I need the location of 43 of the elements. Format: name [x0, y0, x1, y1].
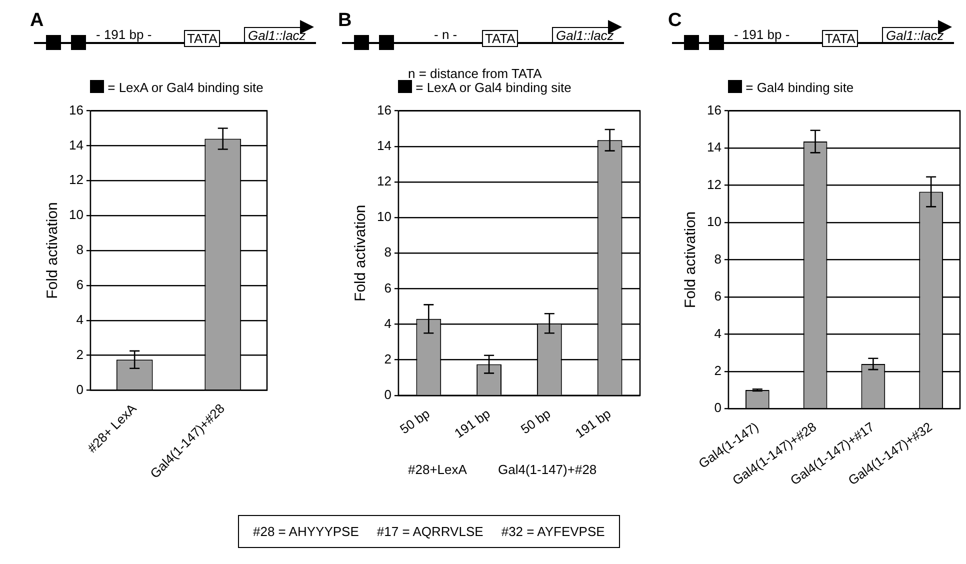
y-axis-title: Fold activation	[44, 202, 62, 299]
text: = Gal4 binding site	[744, 80, 854, 95]
y-tick-label: 8	[384, 244, 392, 260]
y-tick-label: 8	[76, 242, 84, 258]
x-tick-label: 50 bp	[518, 406, 554, 437]
chart-title: C	[668, 10, 682, 32]
y-tick-label: 12	[706, 176, 722, 192]
text: = LexA or Gal4 binding site	[106, 80, 264, 95]
y-tick-label: 0	[384, 386, 392, 402]
chart-title: A	[30, 10, 44, 32]
y-tick-label: 14	[706, 140, 722, 155]
y-tick-label: 6	[384, 280, 392, 296]
y-tick-label: 4	[714, 326, 722, 341]
y-tick-label: 14	[68, 137, 84, 152]
y-tick-label: 10	[68, 207, 84, 222]
y-tick-label: 12	[376, 174, 392, 189]
y-tick-label: 10	[706, 214, 722, 230]
y-tick-label: 2	[76, 346, 84, 362]
y-tick-label: 16	[68, 102, 84, 118]
x-tick-label: 191 bp	[572, 406, 614, 441]
y-tick-label: 12	[68, 172, 84, 188]
text: = LexA or Gal4 binding site	[414, 80, 572, 95]
text: n = distance from TATA	[408, 66, 542, 81]
text: #28+LexA	[408, 462, 467, 477]
y-tick-label: 8	[714, 251, 722, 266]
y-axis-title: Fold activation	[682, 211, 700, 308]
y-tick-label: 2	[384, 351, 392, 366]
y-tick-label: 6	[714, 288, 722, 304]
x-tick-label: 50 bp	[397, 406, 432, 437]
y-tick-label: 4	[76, 312, 84, 327]
x-tick-label: 191 bp	[452, 406, 493, 441]
y-tick-label: 14	[376, 138, 392, 153]
y-tick-label: 4	[384, 316, 392, 331]
y-tick-label: 0	[714, 400, 722, 416]
y-tick-label: 16	[376, 102, 392, 118]
y-tick-label: 10	[376, 209, 392, 224]
y-tick-label: 16	[706, 102, 722, 118]
chart-title: B	[338, 10, 352, 32]
y-axis-title: Fold activation	[352, 204, 370, 302]
y-tick-label: 0	[76, 382, 84, 397]
y-tick-label: 2	[714, 362, 722, 378]
y-tick-label: 6	[76, 277, 84, 292]
text: #28 = AHYYYPSE #17 = AQRRVLSE #32 = AYFEVPSE	[238, 515, 620, 548]
